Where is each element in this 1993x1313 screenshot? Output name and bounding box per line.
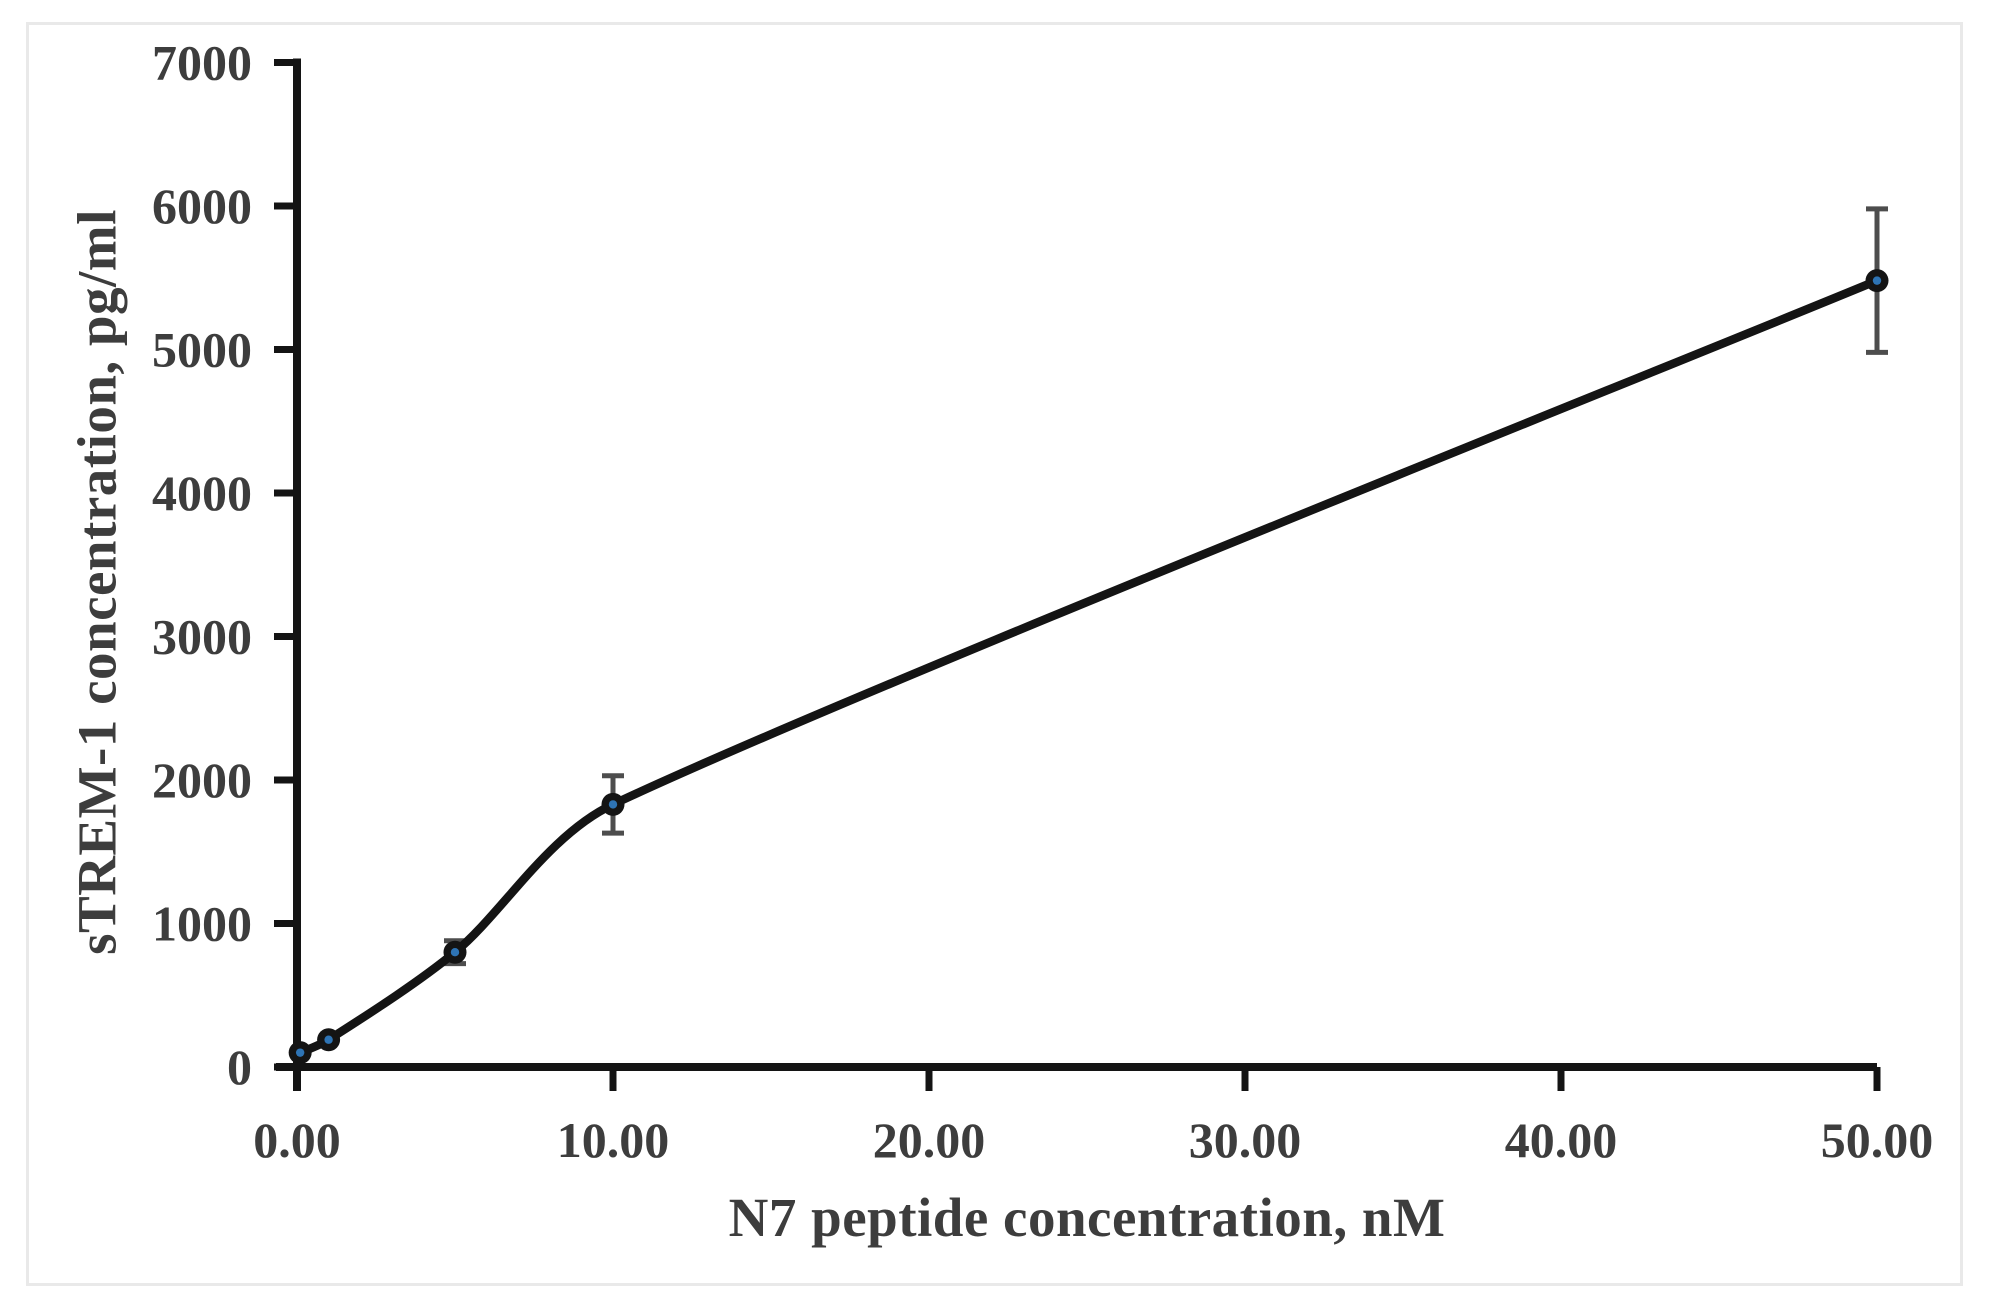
x-axis-title: N7 peptide concentration, nM: [728, 1187, 1446, 1248]
x-tick-label: 20.00: [873, 1112, 986, 1168]
data-point-center-dot: [295, 1048, 305, 1057]
series-line: [295, 276, 1882, 1057]
y-tick-label: 4000: [152, 465, 252, 521]
x-tick-label: 0.00: [253, 1112, 341, 1168]
data-point-center-dot: [450, 948, 460, 957]
y-tick-label: 1000: [152, 896, 252, 952]
data-point-center-dot: [1872, 276, 1882, 285]
x-tick-label: 30.00: [1189, 1112, 1302, 1168]
data-point-center-dot: [608, 800, 618, 809]
figure-border: [26, 22, 1963, 1286]
y-axis-title: sTREM-1 concentration, pg/ml: [66, 209, 128, 955]
x-tick-label: 50.00: [1821, 1112, 1934, 1168]
y-tick-label: 3000: [152, 609, 252, 665]
y-tick-label: 2000: [152, 752, 252, 808]
y-tick-label: 6000: [152, 178, 252, 234]
y-tick-label: 5000: [152, 322, 252, 378]
x-tick-label: 40.00: [1505, 1112, 1618, 1168]
x-tick-label: 10.00: [557, 1112, 670, 1168]
y-tick-label: 0: [227, 1039, 252, 1095]
data-point-center-dot: [324, 1035, 333, 1044]
y-tick-label: 7000: [152, 35, 252, 91]
